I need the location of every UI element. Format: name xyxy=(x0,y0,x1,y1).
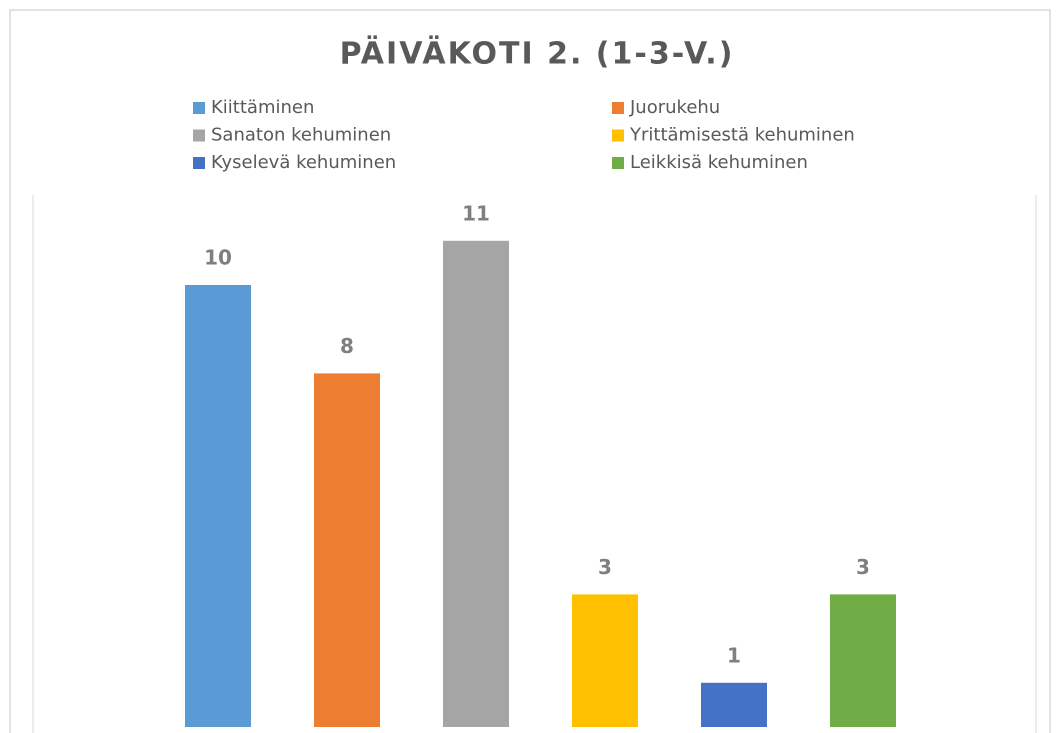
legend-swatch xyxy=(612,157,624,169)
value-label: 8 xyxy=(340,334,354,358)
legend-swatch xyxy=(193,102,205,114)
legend-label: Kyselevä kehuminen xyxy=(211,152,396,173)
bar xyxy=(830,594,896,727)
legend-label: Juorukehu xyxy=(629,97,720,118)
bar xyxy=(314,373,380,727)
bar xyxy=(443,240,509,728)
bar xyxy=(185,285,251,727)
value-label: 3 xyxy=(856,555,870,579)
legend-swatch xyxy=(193,157,205,169)
chart-title: PÄIVÄKOTI 2. (1-3-V.) xyxy=(340,36,735,72)
bar xyxy=(572,594,638,727)
legend-swatch xyxy=(612,102,624,114)
legend-label: Leikkisä kehuminen xyxy=(630,152,808,173)
value-label: 3 xyxy=(598,555,612,579)
legend-label: Sanaton kehuminen xyxy=(211,125,391,146)
bar xyxy=(701,682,767,727)
legend-swatch xyxy=(612,129,624,142)
value-label: 1 xyxy=(727,643,741,667)
legend-label: Kiittäminen xyxy=(211,97,314,118)
value-label: 10 xyxy=(204,246,232,270)
legend-swatch xyxy=(193,129,205,142)
legend-label: Yrittämisestä kehuminen xyxy=(629,125,855,146)
value-label: 11 xyxy=(462,201,490,225)
